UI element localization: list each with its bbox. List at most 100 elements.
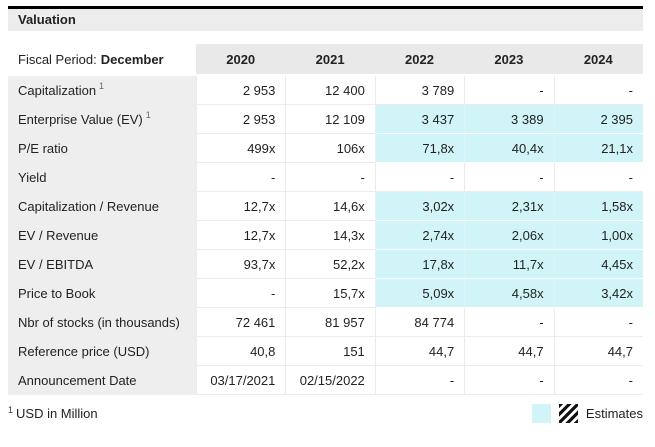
table-footer: 1 USD in Million Estimates [8,404,643,423]
cell-value: - [464,366,554,395]
cell-value: - [374,163,465,192]
cell-value: - [553,163,643,192]
cell-value: - [464,163,554,192]
cell-value: - [553,308,643,337]
cell-value: 4,58x [464,279,554,308]
row-label: Yield [18,170,47,185]
cell-value: - [464,76,554,105]
cell-value: 12 109 [285,105,375,134]
cell-value: 2,06x [464,221,554,250]
cell-value: 3 789 [374,76,465,105]
estimates-legend: Estimates [531,404,643,423]
row-label: Announcement Date [18,373,137,388]
estimate-hatch-swatch [558,404,578,423]
cell-value: 1,00x [553,221,643,250]
cell-value: - [196,163,286,192]
cell-value: 03/17/2021 [196,366,286,395]
cell-value: 3,42x [553,279,643,308]
cell-value: - [196,279,286,308]
footnote-text: USD in Million [16,406,98,421]
year-header-2021: 2021 [285,44,375,74]
cell-value: 106x [285,134,375,163]
cell-value: 3 389 [464,105,554,134]
cell-value: 4,45x [553,250,643,279]
cell-value: 14,3x [285,221,375,250]
cell-value: 2 953 [196,105,286,134]
cell-value: 44,7 [464,337,554,366]
row-label: Enterprise Value (EV) [18,112,143,127]
table-row: EV / EBITDA 93,7x 52,2x 17,8x 11,7x 4,45… [8,250,643,279]
cell-value: 17,8x [374,250,465,279]
row-label: Price to Book [18,286,96,301]
cell-value: 151 [285,337,375,366]
cell-value: 15,7x [285,279,375,308]
cell-value: 3,02x [374,192,465,221]
cell-value: 72 461 [196,308,286,337]
legend-label: Estimates [585,406,643,421]
year-header-2022: 2022 [374,44,465,74]
fiscal-period-label: Fiscal Period: [18,51,97,67]
section-title: Valuation [18,12,76,27]
estimate-color-swatch [531,404,551,423]
cell-value: 2 395 [553,105,643,134]
row-label: EV / EBITDA [18,257,94,272]
cell-value: 81 957 [285,308,375,337]
table-row: Yield - - - - - [8,163,643,192]
cell-value: 44,7 [553,337,643,366]
cell-value: 71,8x [374,134,465,163]
cell-value: 40,8 [196,337,286,366]
cell-value: 44,7 [374,337,465,366]
cell-value: 21,1x [553,134,643,163]
table-body: Capitalization 1 2 953 12 400 3 789 - - E… [8,76,643,395]
section-title-bar: Valuation [8,6,643,31]
cell-value: 12 400 [285,76,375,105]
cell-value: 2,74x [374,221,465,250]
table-row: Price to Book - 15,7x 5,09x 4,58x 3,42x [8,279,643,308]
table-row: Reference price (USD) 40,8 151 44,7 44,7… [8,337,643,366]
year-header-2024: 2024 [553,44,643,74]
cell-value: - [553,366,643,395]
table-row: Capitalization / Revenue 12,7x 14,6x 3,0… [8,192,643,221]
cell-value: 02/15/2022 [285,366,375,395]
valuation-section: Valuation Fiscal Period: December 2020 2… [8,6,643,423]
fiscal-period-cell: Fiscal Period: December [8,44,196,74]
fiscal-period-value: December [100,51,164,67]
cell-value: - [285,163,375,192]
year-header-2020: 2020 [196,44,286,74]
table-row: Nbr of stocks (in thousands) 72 461 81 9… [8,308,643,337]
row-label: Nbr of stocks (in thousands) [18,315,180,330]
cell-value: 5,09x [374,279,465,308]
table-row: P/E ratio 499x 106x 71,8x 40,4x 21,1x [8,134,643,163]
table-row: Announcement Date 03/17/2021 02/15/2022 … [8,366,643,395]
row-label: EV / Revenue [18,228,99,243]
cell-value: 12,7x [196,192,286,221]
cell-value: 12,7x [196,221,286,250]
footnote-marker: 1 [99,81,105,91]
cell-value: 3 437 [374,105,465,134]
cell-value: - [553,76,643,105]
footnote: 1 USD in Million [8,405,98,421]
footnote-marker: 1 [8,405,14,415]
cell-value: 52,2x [285,250,375,279]
cell-value: 1,58x [553,192,643,221]
cell-value: 14,6x [285,192,375,221]
table-header-row: Fiscal Period: December 2020 2021 2022 2… [8,44,643,76]
cell-value: 40,4x [464,134,554,163]
cell-value: 2,31x [464,192,554,221]
cell-value: 499x [196,134,286,163]
footnote-marker: 1 [145,110,151,120]
row-label: P/E ratio [18,141,68,156]
cell-value: 11,7x [464,250,554,279]
cell-value: 84 774 [374,308,465,337]
row-label: Capitalization / Revenue [18,199,159,214]
cell-value: - [464,308,554,337]
cell-value: - [374,366,465,395]
table-row: Enterprise Value (EV) 1 2 953 12 109 3 43… [8,105,643,134]
row-label: Capitalization [18,83,97,98]
table-row: EV / Revenue 12,7x 14,3x 2,74x 2,06x 1,0… [8,221,643,250]
row-label: Reference price (USD) [18,344,150,359]
year-header-2023: 2023 [464,44,554,74]
cell-value: 2 953 [196,76,286,105]
cell-value: 93,7x [196,250,286,279]
table-row: Capitalization 1 2 953 12 400 3 789 - - [8,76,643,105]
